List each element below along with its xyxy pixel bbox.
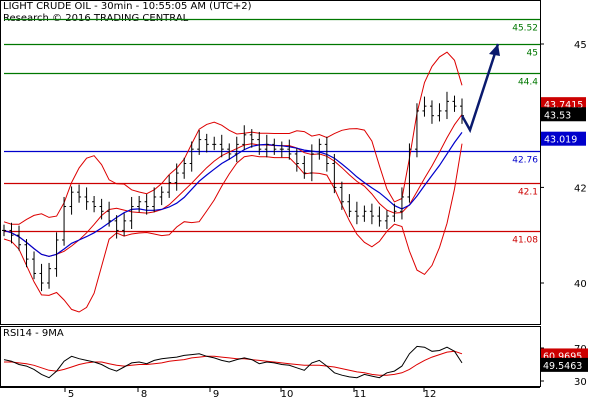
forecast-arrow-line — [460, 43, 500, 134]
rsi-tag-label-0: 60.9695 — [543, 351, 582, 362]
bollinger-upper-line — [3, 51, 463, 225]
price-tag-label-2: 43.019 — [544, 135, 577, 146]
bollinger-lower-line — [3, 143, 463, 313]
level-label-2: 44.4 — [518, 78, 538, 88]
rsi-title: RSI14 - 9MA — [3, 328, 64, 339]
x-tick-label-3: 10 — [281, 389, 294, 400]
price-tag-label-0: 43.7415 — [544, 100, 583, 111]
x-tick-label-0: 5 — [68, 389, 74, 400]
y-tick-label-2: 45 — [574, 40, 587, 51]
rsi-ma-line — [4, 350, 463, 376]
level-label-0: 45.52 — [512, 24, 538, 34]
moving-average-line — [3, 132, 463, 258]
level-label-1: 45 — [527, 49, 538, 59]
forecast-arrowhead — [489, 44, 500, 56]
level-label-3: 42.76 — [512, 156, 538, 166]
main-panel-frame — [0, 0, 541, 325]
x-tick-label-5: 12 — [424, 389, 437, 400]
x-tick-label-4: 11 — [354, 389, 367, 400]
rsi-y-tick-label-0: 30 — [574, 377, 587, 388]
rsi-tag-box-1 — [541, 357, 588, 372]
rsi-tag-label-1: 49.5463 — [543, 361, 582, 372]
rsi-line — [3, 345, 463, 379]
chart-copyright: Research © 2016 TRADING CENTRAL — [3, 13, 189, 24]
level-label-5: 41.08 — [512, 236, 538, 246]
price-tag-box-1 — [541, 107, 586, 122]
price-tag-label-1: 43.53 — [544, 110, 571, 121]
bollinger-middle-line — [3, 114, 463, 257]
y-tick-label-0: 40 — [574, 279, 587, 290]
level-label-4: 42.1 — [518, 188, 538, 198]
x-tick-label-1: 8 — [141, 389, 147, 400]
rsi-panel-frame — [0, 326, 541, 387]
y-tick-label-1: 42 — [574, 183, 587, 194]
price-tag-box-2 — [541, 131, 586, 146]
chart-title: LIGHT CRUDE OIL - 30min - 10:55:05 AM (U… — [3, 1, 252, 12]
x-tick-label-2: 9 — [213, 389, 219, 400]
